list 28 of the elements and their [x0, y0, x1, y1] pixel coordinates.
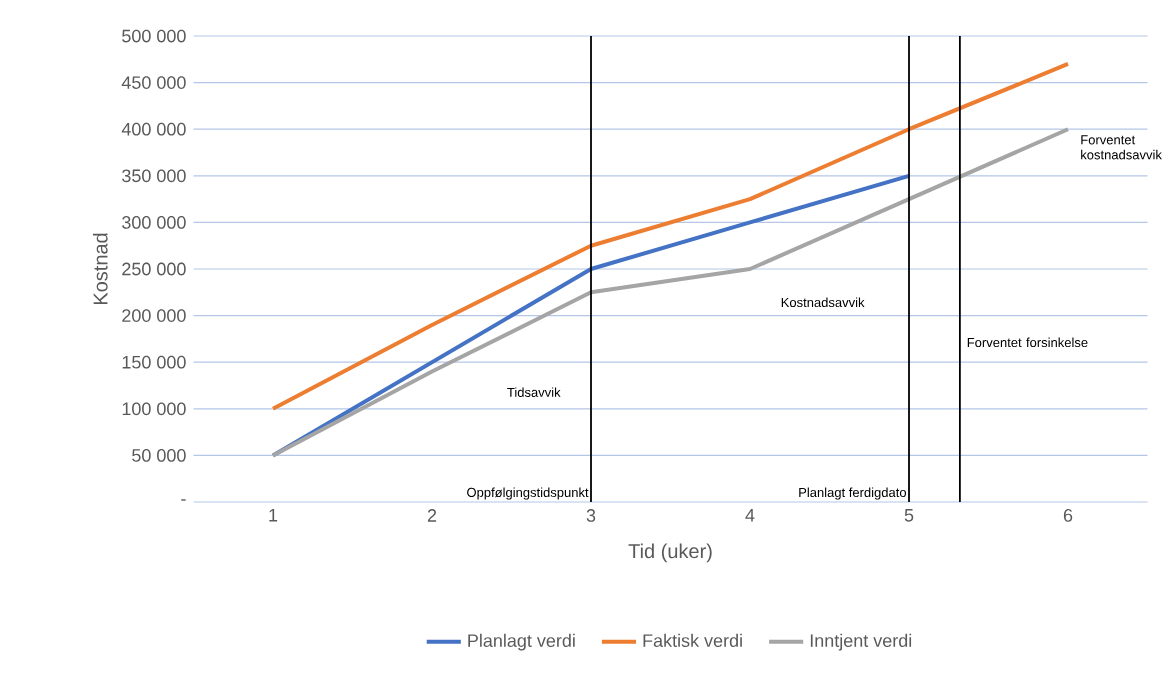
x-tick-label: 6 — [1063, 509, 1073, 522]
x-tick-label: 1 — [269, 509, 278, 522]
legend-label: Planlagt verdi — [468, 633, 575, 651]
annotation: Kostnadsavvik — [781, 297, 865, 308]
y-tick-label: 450 000 — [121, 76, 186, 89]
y-tick-label: 350 000 — [122, 169, 186, 183]
x-tick-label: 5 — [904, 509, 914, 522]
x-tick-label: 2 — [427, 509, 437, 522]
y-tick-label: 300 000 — [122, 216, 186, 229]
y-tick-label: 100 000 — [122, 402, 186, 416]
legend-label: Faktisk verdi — [643, 633, 742, 648]
annotation: Forventet forsinkelse — [967, 337, 1088, 348]
ref-line-label: Oppfølgingstidspunkt — [467, 487, 589, 500]
y-tick-label: 500 000 — [122, 29, 186, 43]
x-tick-label: 3 — [586, 509, 596, 522]
y-tick-label: 400 000 — [121, 122, 186, 136]
y-tick-label: - — [181, 499, 186, 501]
x-axis-title: Tid (uker) — [628, 543, 712, 563]
y-tick-label: 150 000 — [122, 355, 186, 369]
y-tick-label: 200 000 — [122, 309, 186, 322]
y-tick-label: 50 000 — [132, 449, 186, 462]
annotation: Tidsavvik — [507, 387, 561, 397]
y-axis-title: Kostnad — [92, 233, 108, 305]
ref-line-label: Planlagt ferdigdato — [799, 487, 907, 500]
annotation: Forventet kostnadsavvik — [1081, 135, 1162, 160]
legend-label: Inntjent verdi — [810, 633, 912, 651]
x-tick-label: 4 — [745, 509, 755, 522]
y-tick-label: 250 000 — [122, 262, 186, 276]
